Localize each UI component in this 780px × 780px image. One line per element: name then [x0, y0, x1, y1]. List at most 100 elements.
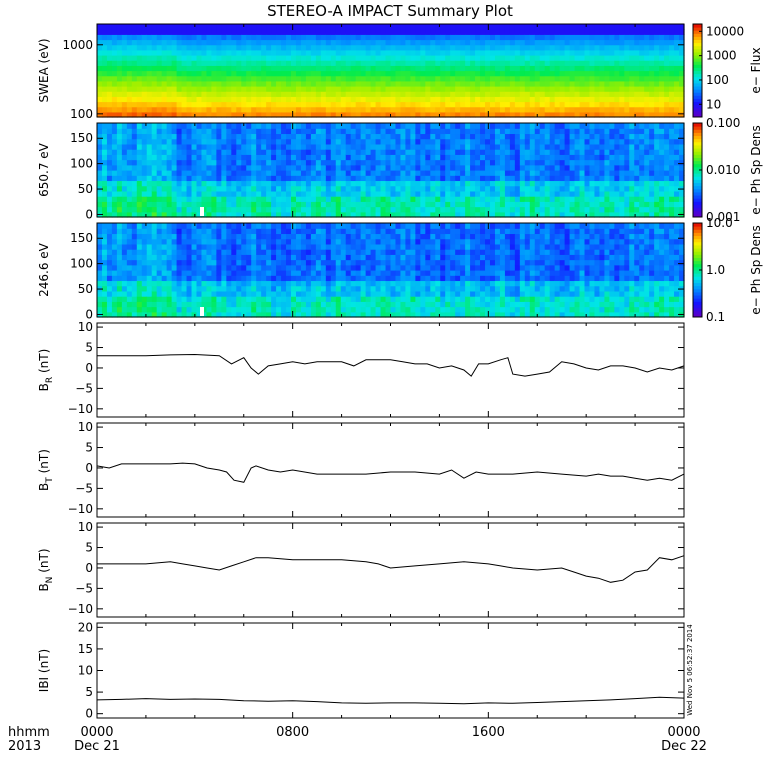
heatmap-cell [286, 159, 292, 166]
heatmap-cell [390, 154, 397, 161]
heatmap-cell [156, 175, 163, 182]
heatmap-cell [97, 29, 103, 35]
heatmap-cell [276, 44, 282, 51]
heatmap-cell [211, 259, 217, 266]
heatmap-cell [499, 75, 506, 82]
heatmap-cell [335, 101, 342, 108]
heatmap-cell [549, 24, 556, 30]
heatmap-cell [504, 111, 511, 118]
heatmap-cell [534, 149, 541, 155]
heatmap-cell [256, 275, 262, 282]
heatmap-cell [584, 175, 591, 182]
heatmap-cell [281, 44, 287, 51]
heatmap-cell [241, 106, 247, 113]
heatmap-cell [504, 138, 511, 145]
heatmap-cell [141, 96, 148, 103]
heatmap-cell [564, 138, 571, 145]
heatmap-cell [261, 154, 267, 161]
heatmap-cell [156, 206, 163, 213]
heatmap-cell [579, 70, 586, 77]
heatmap-cell [201, 238, 208, 245]
heatmap-cell [106, 106, 113, 113]
heatmap-cell [395, 70, 402, 77]
heatmap-cell [365, 138, 372, 145]
heatmap-cell [141, 111, 148, 118]
heatmap-cell [430, 180, 436, 187]
heatmap-cell [216, 49, 222, 56]
heatmap-cell [549, 201, 556, 208]
heatmap-cell [445, 123, 451, 129]
heatmap-cell [549, 96, 556, 103]
heatmap-cell [554, 86, 561, 92]
heatmap-cell [410, 86, 416, 92]
heatmap-cell [425, 80, 431, 87]
heatmap-cell [116, 96, 123, 103]
heatmap-cell [266, 55, 272, 61]
heatmap-cell [126, 254, 133, 261]
heatmap-cell [435, 128, 441, 135]
heatmap-cell [679, 39, 685, 46]
heatmap-cell [574, 106, 581, 113]
heatmap-cell [350, 159, 357, 166]
heatmap-cell [300, 196, 307, 202]
heatmap-cell [529, 55, 536, 61]
heatmap-cell [251, 70, 257, 77]
heatmap-cell [246, 123, 252, 129]
heatmap-cell [614, 206, 620, 213]
heatmap-cell [126, 311, 133, 318]
heatmap-cell [315, 86, 322, 92]
heatmap-cell [465, 185, 471, 192]
heatmap-cell [166, 154, 173, 161]
heatmap-cell [460, 138, 466, 145]
heatmap-cell [524, 80, 531, 87]
heatmap-cell [514, 96, 521, 103]
heatmap-cell [529, 29, 536, 35]
heatmap-cell [410, 70, 416, 77]
heatmap-cell [574, 201, 581, 208]
heatmap-cell [654, 29, 660, 35]
heatmap-cell [305, 75, 312, 82]
heatmap-cell [141, 138, 148, 145]
heatmap-cell [276, 196, 282, 202]
heatmap-cell [325, 80, 332, 87]
heatmap-cell [101, 206, 108, 213]
heatmap-cell [574, 96, 581, 103]
heatmap-cell [266, 190, 272, 197]
heatmap-cell [559, 196, 566, 202]
heatmap-cell [246, 301, 252, 308]
heatmap-cell [534, 190, 541, 197]
heatmap-cell [430, 29, 436, 35]
heatmap-cell [435, 164, 441, 171]
heatmap-cell [216, 196, 222, 202]
heatmap-cell [475, 154, 481, 161]
heatmap-cell [116, 290, 123, 297]
heatmap-cell [465, 164, 471, 171]
heatmap-cell [659, 190, 665, 197]
heatmap-cell [435, 39, 441, 46]
heatmap-cell [599, 44, 605, 51]
heatmap-cell [529, 211, 536, 218]
heatmap-cell [514, 24, 521, 30]
heatmap-cell [111, 29, 118, 35]
heatmap-cell [455, 206, 461, 213]
heatmap-cell [365, 34, 372, 41]
heatmap-cell [619, 29, 625, 35]
heatmap-cell [161, 206, 168, 213]
heatmap-cell [365, 80, 372, 87]
heatmap-cell [400, 96, 407, 103]
heatmap-cell [544, 128, 551, 135]
heatmap-cell [310, 159, 317, 166]
heatmap-cell [271, 206, 277, 213]
heatmap-cell [584, 185, 591, 192]
heatmap-cell [106, 296, 113, 302]
heatmap-cell [345, 70, 352, 77]
heatmap-cell [161, 311, 168, 318]
heatmap-cell [524, 185, 531, 192]
heatmap-cell [136, 296, 143, 302]
heatmap-cell [206, 24, 213, 30]
heatmap-cell [241, 296, 247, 302]
heatmap-cell [609, 60, 615, 66]
heatmap-cell [489, 86, 496, 92]
heatmap-cell [499, 49, 506, 56]
heatmap-cell [360, 65, 367, 72]
